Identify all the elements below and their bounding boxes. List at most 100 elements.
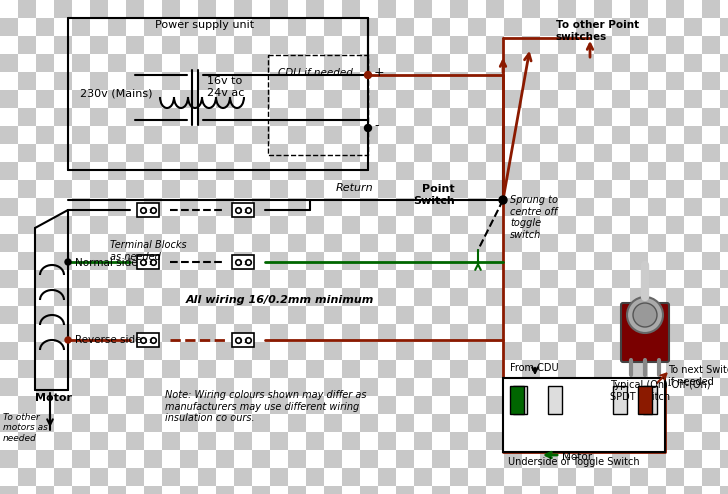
Bar bbox=[306, 126, 324, 144]
Bar bbox=[126, 36, 144, 54]
Bar bbox=[648, 468, 666, 486]
Bar bbox=[594, 252, 612, 270]
Bar bbox=[378, 342, 396, 360]
Bar bbox=[324, 90, 342, 108]
Bar bbox=[108, 378, 126, 396]
Bar bbox=[216, 144, 234, 162]
Bar bbox=[180, 144, 198, 162]
Bar bbox=[180, 378, 198, 396]
Bar bbox=[396, 450, 414, 468]
Bar bbox=[36, 288, 54, 306]
Text: Underside of Toggle Switch: Underside of Toggle Switch bbox=[508, 457, 640, 467]
Bar bbox=[378, 162, 396, 180]
Bar bbox=[432, 342, 450, 360]
Bar bbox=[72, 54, 90, 72]
Bar bbox=[18, 306, 36, 324]
Bar bbox=[378, 234, 396, 252]
Bar bbox=[234, 162, 252, 180]
Bar bbox=[144, 216, 162, 234]
Bar bbox=[162, 234, 180, 252]
Bar bbox=[126, 0, 144, 18]
Bar bbox=[144, 360, 162, 378]
Bar bbox=[216, 90, 234, 108]
Bar bbox=[198, 108, 216, 126]
Bar bbox=[126, 306, 144, 324]
Bar bbox=[126, 234, 144, 252]
Bar bbox=[342, 360, 360, 378]
Bar bbox=[216, 396, 234, 414]
Bar bbox=[594, 0, 612, 18]
Bar bbox=[450, 360, 468, 378]
Bar bbox=[432, 432, 450, 450]
Bar bbox=[378, 306, 396, 324]
Bar bbox=[594, 108, 612, 126]
Bar bbox=[342, 270, 360, 288]
Bar bbox=[288, 414, 306, 432]
Text: +: + bbox=[374, 67, 384, 80]
Bar bbox=[216, 288, 234, 306]
Bar bbox=[486, 450, 504, 468]
Bar bbox=[252, 252, 270, 270]
Bar bbox=[378, 36, 396, 54]
Bar bbox=[450, 54, 468, 72]
Bar bbox=[630, 324, 648, 342]
Bar bbox=[468, 378, 486, 396]
Bar bbox=[324, 342, 342, 360]
Bar bbox=[666, 450, 684, 468]
Bar bbox=[54, 396, 72, 414]
Bar bbox=[666, 342, 684, 360]
Text: 1 2: 1 2 bbox=[239, 208, 248, 213]
Bar bbox=[396, 360, 414, 378]
Bar bbox=[306, 162, 324, 180]
Bar bbox=[162, 306, 180, 324]
Bar bbox=[504, 234, 522, 252]
Bar bbox=[468, 144, 486, 162]
Bar bbox=[324, 468, 342, 486]
Bar bbox=[540, 378, 558, 396]
Bar bbox=[252, 396, 270, 414]
Bar bbox=[396, 486, 414, 494]
Bar bbox=[414, 414, 432, 432]
Bar bbox=[702, 306, 720, 324]
Bar bbox=[666, 486, 684, 494]
Bar bbox=[503, 378, 665, 452]
Bar bbox=[270, 432, 288, 450]
Bar bbox=[432, 450, 450, 468]
Bar bbox=[702, 486, 720, 494]
Bar bbox=[594, 396, 612, 414]
Bar bbox=[432, 414, 450, 432]
Bar bbox=[216, 54, 234, 72]
Bar bbox=[270, 0, 288, 18]
Bar bbox=[378, 108, 396, 126]
Bar bbox=[648, 378, 666, 396]
Bar bbox=[90, 432, 108, 450]
Bar bbox=[720, 342, 728, 360]
Bar bbox=[216, 216, 234, 234]
Bar bbox=[18, 126, 36, 144]
Bar bbox=[90, 324, 108, 342]
Bar bbox=[306, 324, 324, 342]
Bar bbox=[558, 216, 576, 234]
Text: From CDU: From CDU bbox=[510, 363, 558, 373]
Bar bbox=[108, 144, 126, 162]
Bar bbox=[216, 342, 234, 360]
Text: Sprung to
centre off
toggle
switch: Sprung to centre off toggle switch bbox=[510, 195, 558, 240]
Bar bbox=[162, 360, 180, 378]
Bar bbox=[513, 386, 527, 414]
Bar bbox=[144, 198, 162, 216]
Bar bbox=[360, 54, 378, 72]
Bar bbox=[360, 90, 378, 108]
Bar bbox=[396, 342, 414, 360]
Bar bbox=[594, 288, 612, 306]
Bar bbox=[540, 0, 558, 18]
Bar bbox=[504, 54, 522, 72]
Bar bbox=[252, 54, 270, 72]
Bar bbox=[108, 288, 126, 306]
Bar bbox=[342, 162, 360, 180]
Bar bbox=[522, 324, 540, 342]
Bar bbox=[594, 486, 612, 494]
Bar bbox=[72, 306, 90, 324]
Bar bbox=[432, 306, 450, 324]
Bar bbox=[288, 234, 306, 252]
Bar bbox=[486, 378, 504, 396]
